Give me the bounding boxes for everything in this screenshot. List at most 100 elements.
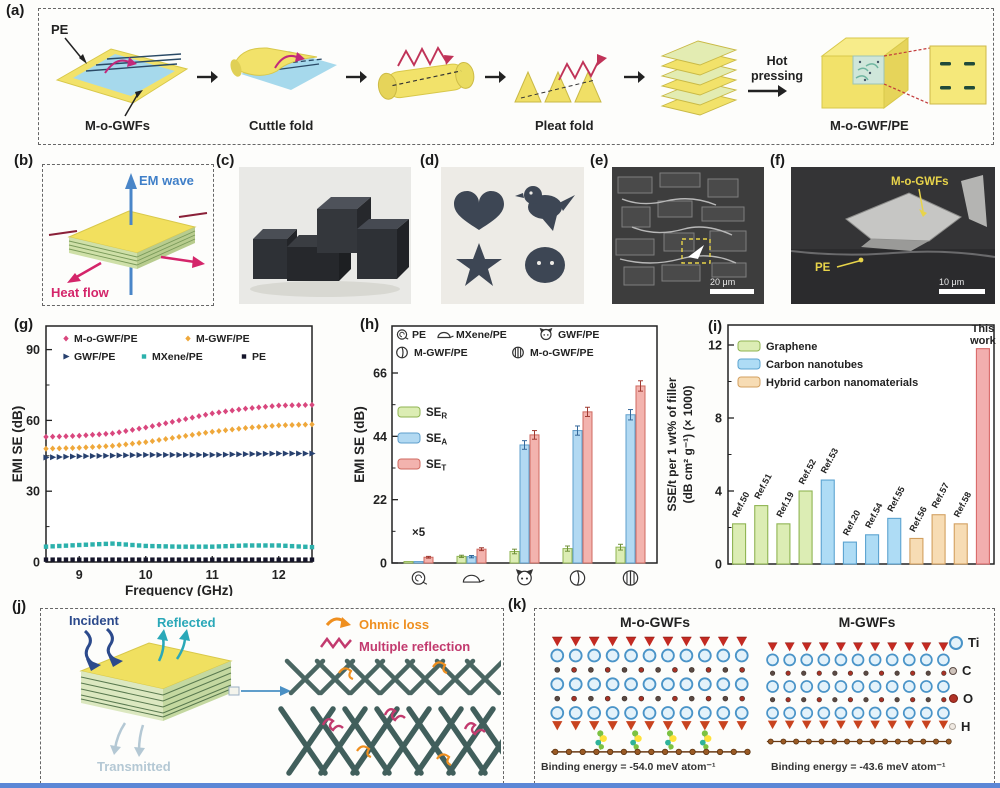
- svg-text:M-GWF/PE: M-GWF/PE: [414, 347, 468, 359]
- panel-i-label: (i): [708, 318, 723, 335]
- svg-text:GWF/PE: GWF/PE: [558, 329, 599, 341]
- svg-text:(dB cm² g⁻¹) (× 1000): (dB cm² g⁻¹) (× 1000): [681, 385, 695, 503]
- heart-shape: [454, 191, 504, 230]
- arrow-right-icon: [485, 70, 506, 83]
- panel-g-label: (g): [14, 316, 34, 333]
- ti-atom-icon: [949, 635, 963, 650]
- svg-text:Frequency (GHz): Frequency (GHz): [125, 583, 233, 596]
- svg-text:11: 11: [206, 568, 219, 582]
- pleat-fold-label: Pleat fold: [535, 118, 594, 133]
- incident-label: Incident: [69, 613, 120, 628]
- arrow-right-icon: [624, 70, 645, 83]
- em-wave-arrow-icon: [125, 173, 137, 189]
- panel-h-label: (h): [360, 316, 380, 333]
- hot-pressing-label: Hot pressing: [750, 54, 804, 83]
- panel-d-label: (d): [420, 152, 440, 169]
- scale-text: 10 μm: [939, 277, 964, 287]
- c-atom-icon: [949, 666, 957, 675]
- panel-c-label: (c): [216, 152, 235, 169]
- mogwfs-annotation: M-o-GWFs: [891, 176, 948, 188]
- heat-flow-arrow-icon: [67, 273, 81, 283]
- svg-text:EMI SE (dB): EMI SE (dB): [352, 406, 367, 483]
- svg-text:66: 66: [373, 367, 387, 381]
- svg-text:90: 90: [26, 343, 40, 357]
- svg-text:0: 0: [715, 558, 722, 572]
- svg-text:4: 4: [715, 485, 722, 499]
- panel-a-label: (a): [6, 2, 25, 19]
- svg-text:work: work: [969, 335, 997, 347]
- atom-legend: Ti C O H: [949, 635, 991, 734]
- arrow-right-icon: [197, 70, 218, 83]
- panel-b-box: EM wave Heat flow: [42, 164, 214, 306]
- scale-bar: [710, 289, 754, 294]
- mogwfs-pointer-icon: [135, 89, 143, 98]
- mxene-mesh-top: [284, 658, 501, 696]
- svg-text:30: 30: [26, 485, 40, 499]
- sse-comparison-chart: 0 4 8 12 SSE/t per 1 wt% of filler (dB cm² g⁻…: [665, 323, 997, 572]
- svg-text:PE: PE: [412, 329, 426, 341]
- mogwfs-label: M-o-GWFs: [85, 118, 150, 133]
- panel-k-box: M-o-GWFs M-GWFs Ti C O H Binding energy …: [534, 608, 995, 784]
- panel-j-label: (j): [12, 598, 27, 615]
- svg-text:60: 60: [26, 414, 40, 428]
- c-label: C: [962, 663, 972, 678]
- arrow-right-icon: [346, 70, 367, 83]
- svg-text:Graphene: Graphene: [766, 341, 817, 353]
- panel-k-label: (k): [508, 596, 527, 613]
- emi-se-frequency-chart: 0 30 60 90 9 10 11 12 Frequency (GHz) EMI SE (dB)…: [10, 325, 316, 596]
- panel-a-box: PE M-o-GWFs Cuttle fold: [38, 8, 994, 145]
- fold-arrow-icon: [127, 56, 137, 67]
- highlight-box: [681, 238, 711, 264]
- svg-text:Hybrid carbon nanomaterials: Hybrid carbon nanomaterials: [766, 377, 918, 389]
- svg-text:12: 12: [272, 568, 286, 582]
- panel-d-photo-shapes: [441, 167, 584, 304]
- reflected-label: Reflected: [157, 615, 216, 630]
- emi-se-components-chart: 0 22 44 66 EMI SE (dB) ×5 PE MXene/PE GWF/PE M-GW…: [352, 325, 658, 586]
- svg-text:MXene/PE: MXene/PE: [456, 329, 507, 341]
- cuttle-fold-label: Cuttle fold: [249, 118, 313, 133]
- svg-text:M-o-GWF/PE: M-o-GWF/PE: [74, 333, 138, 345]
- mgwfs-lattice: [766, 642, 952, 745]
- stage1-flat-sheet: PE M-o-GWFs: [51, 22, 189, 133]
- o-label: O: [963, 691, 974, 706]
- fabrication-process-row: PE M-o-GWFs Cuttle fold: [39, 9, 993, 144]
- composite-cubes: [253, 197, 409, 281]
- star-shape: [456, 243, 502, 286]
- scale-text: 20 μm: [710, 277, 735, 287]
- mgwfs-title: M-GWFs: [838, 614, 896, 630]
- sem-arrow-icon: [688, 245, 704, 259]
- hot-pressing-step: Hot pressing: [746, 54, 808, 99]
- h-label: H: [961, 719, 971, 734]
- svg-text:10: 10: [139, 568, 153, 582]
- stage5-stack: [660, 40, 738, 115]
- ti-label: Ti: [968, 635, 980, 650]
- svg-text:M-o-GWF/PE: M-o-GWF/PE: [530, 347, 594, 359]
- multiple-reflection-icon: [320, 636, 352, 650]
- stage4-pleat-fold: Pleat fold: [514, 53, 607, 133]
- svg-text:8: 8: [715, 412, 722, 426]
- graphene-mesh-bottom: [278, 706, 501, 776]
- svg-text:×5: ×5: [412, 527, 426, 539]
- svg-text:0: 0: [33, 556, 40, 570]
- panel-e-sem-image: 20 μm: [612, 167, 764, 304]
- stage3-rolled-sheet: [377, 45, 475, 100]
- binding-energy-right: Binding energy = -43.6 meV atom⁻¹: [771, 761, 946, 773]
- svg-text:GWF/PE: GWF/PE: [74, 351, 115, 363]
- panel-e-label: (e): [590, 152, 609, 169]
- smiley-shape: [525, 247, 565, 283]
- pe-annotation: PE: [815, 262, 831, 274]
- multiple-reflection-label: Multiple reflection: [359, 639, 470, 654]
- panel-f-sem-image: M-o-GWFs PE 10 μm: [791, 167, 995, 304]
- svg-text:Carbon nanotubes: Carbon nanotubes: [766, 359, 863, 371]
- stage6-final-composite: M-o-GWF/PE: [820, 36, 987, 133]
- stage2-cuttle-fold: Cuttle fold: [230, 46, 337, 133]
- binding-energy-left: Binding energy = -54.0 meV atom⁻¹: [541, 761, 716, 773]
- mogwfs-title: M-o-GWFs: [620, 614, 690, 630]
- panel-b-label: (b): [14, 152, 34, 169]
- svg-text:MXene/PE: MXene/PE: [152, 351, 203, 363]
- panel-f-label: (f): [770, 152, 785, 169]
- panel-j-box: Incident Reflected Transmitted Ohmic los…: [40, 608, 504, 784]
- scale-bar: [939, 289, 985, 294]
- panel-c-photo-cubes: [239, 167, 411, 304]
